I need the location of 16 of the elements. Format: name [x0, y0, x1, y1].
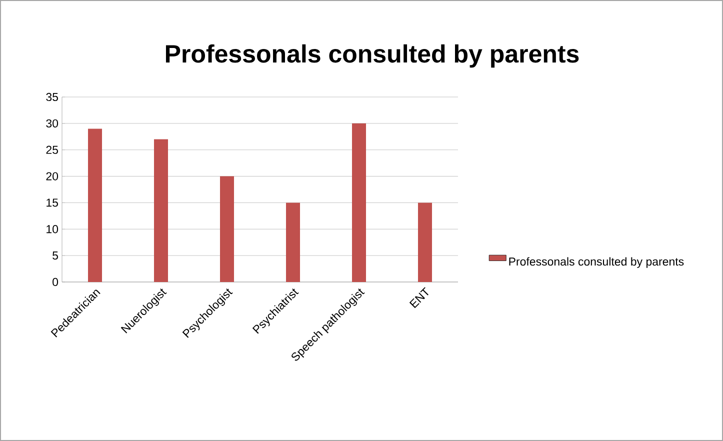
- y-tick-label: 10: [46, 225, 58, 234]
- bar: [286, 202, 300, 282]
- y-tick-label: 0: [52, 278, 58, 286]
- y-tick-label: 20: [46, 172, 58, 180]
- bar: [220, 176, 234, 282]
- bar: [418, 202, 432, 282]
- y-tick-label: 35: [46, 92, 58, 102]
- bar: [88, 128, 102, 282]
- bar: [154, 139, 168, 282]
- y-tick-label: 30: [46, 119, 58, 128]
- y-tick-label: 5: [52, 252, 58, 260]
- legend-label: Professonals consulted by parents: [509, 257, 684, 268]
- y-tick-label: 25: [46, 146, 58, 154]
- y-tick-label: 15: [46, 198, 58, 207]
- chart-title: Professonals consulted by parents: [166, 44, 579, 68]
- bar: [352, 123, 366, 282]
